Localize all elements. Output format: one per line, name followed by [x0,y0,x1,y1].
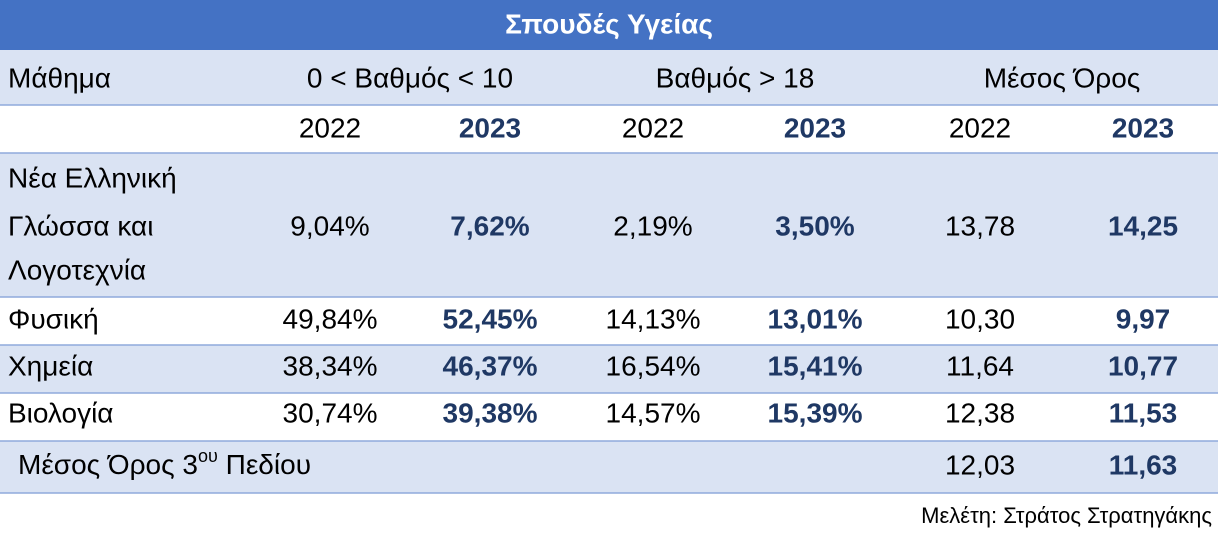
cell: 9,04% [290,210,369,241]
cell: 2,19% [613,210,692,241]
year-header: 2023 [1112,112,1174,143]
subject: Γλώσσα και [8,210,153,241]
cell: 7,62% [450,210,529,241]
cell: 38,34% [283,350,378,381]
title: Σπουδές Υγείας [505,8,713,39]
year-header: 2022 [949,112,1011,143]
cell: 15,39% [768,397,863,428]
cell: 30,74% [283,397,378,428]
label: Μέσος Όρος 3 [18,449,198,480]
subject: Φυσική [8,303,99,334]
label-after: Πεδίου [218,449,311,480]
year-header: 2023 [459,112,521,143]
subject: Λογοτεχνία [8,254,146,285]
cell: 11,64 [946,350,1014,381]
subject: Βιολογία [8,397,114,428]
cell: 3,50% [775,210,854,241]
cell: 11,53 [1109,397,1178,428]
year-header: 2023 [784,112,846,143]
cell: 13,01% [768,303,863,334]
cell: 39,38% [443,397,538,428]
header-row [0,50,1218,105]
cell: 13,78 [945,210,1015,241]
cell: 14,25 [1108,210,1178,241]
cell: 15,41% [768,350,863,381]
row-band [0,153,1218,297]
mean-cell: 11,63 [1109,449,1178,480]
cell: 49,84% [283,303,378,334]
title-bar [0,0,1218,50]
row-band [0,345,1218,393]
subject: Νέα Ελληνική [8,162,177,193]
row-band [0,441,1218,493]
group-header: 0 < Βαθμός < 10 [307,62,513,93]
cell: 10,77 [1108,350,1178,381]
cell: 14,13% [606,303,701,334]
year-header: 2022 [299,112,361,143]
mean-cell: 12,03 [945,449,1015,480]
label-sup: ου [198,446,218,466]
cell: 12,38 [945,397,1015,428]
cell: 46,37% [443,350,538,381]
cell: 9,97 [1116,303,1171,334]
subject: Χημεία [8,350,93,381]
group-header: Μέσος Όρος [984,62,1141,93]
year-header: 2022 [622,112,684,143]
cell: 10,30 [945,303,1015,334]
cell: 52,45% [443,303,538,334]
cell: 16,54% [606,350,701,381]
group-header: Βαθμός > 18 [656,62,815,93]
footer: Μελέτη: Στράτος Στρατηγάκης [921,503,1212,528]
cell: 14,57% [606,397,701,428]
subject-header: Μάθημα [8,62,111,93]
mean-row-label: Μέσος Όρος 3ου Πεδίου [18,446,311,481]
